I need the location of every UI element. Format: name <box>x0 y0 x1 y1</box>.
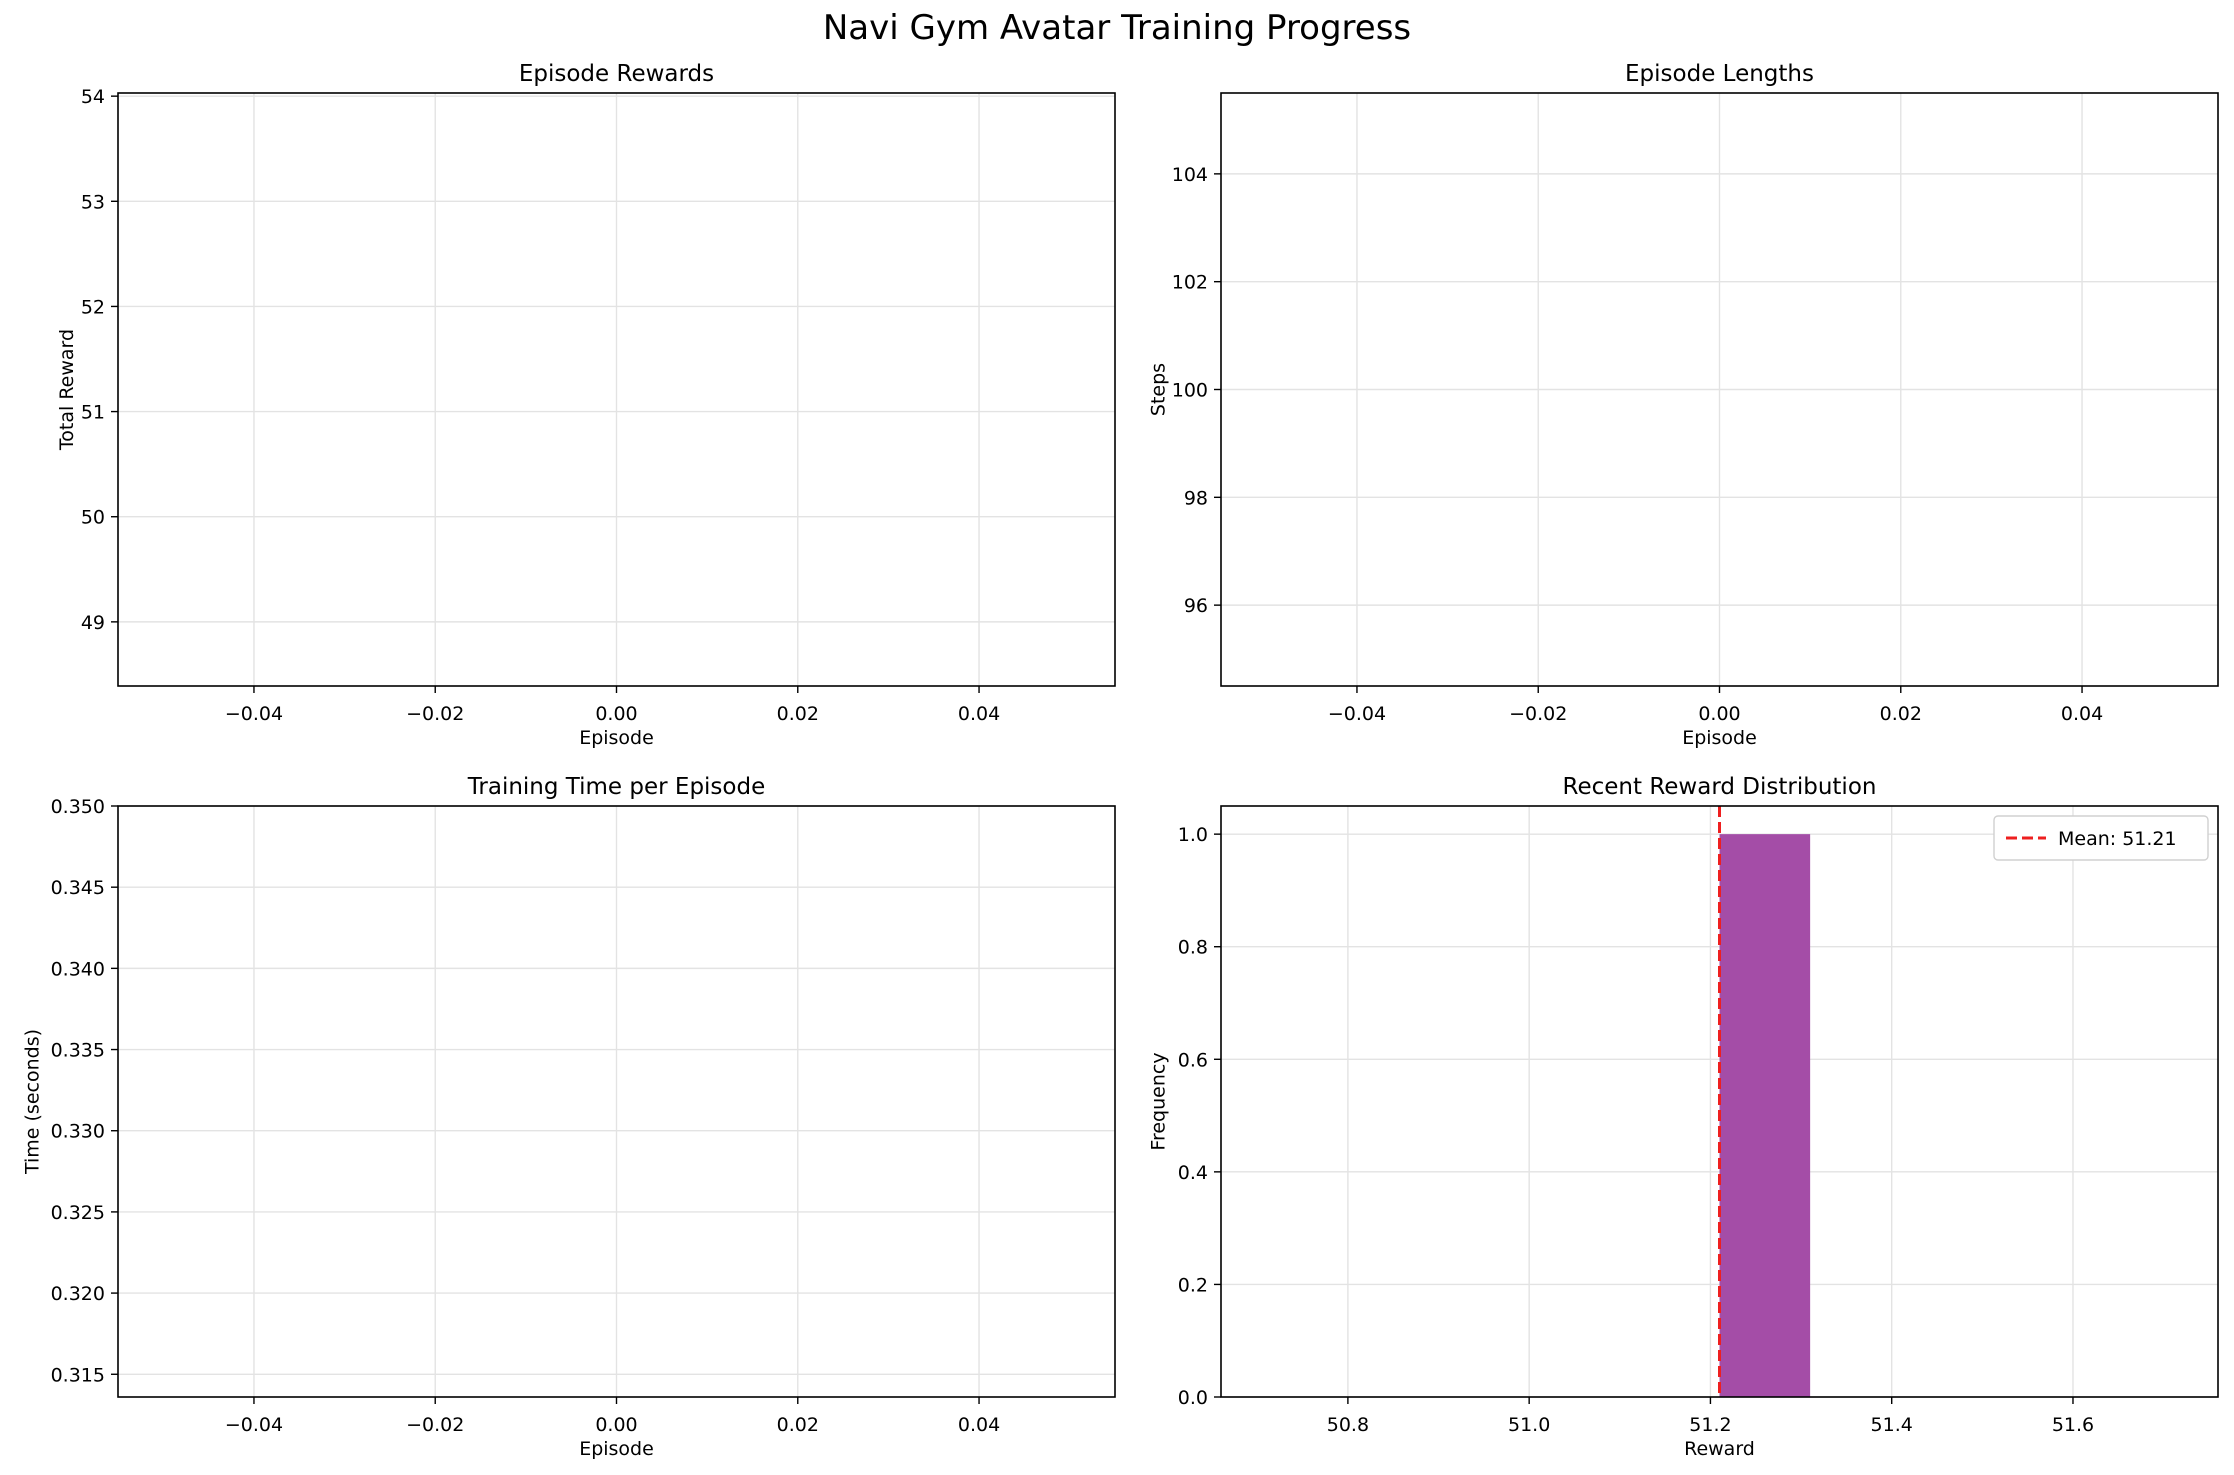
x-tick-label: −0.02 <box>406 1414 464 1436</box>
y-tick-label: 1.0 <box>1178 824 1208 846</box>
y-tick-label: 104 <box>1172 164 1208 186</box>
y-tick-label: 0.350 <box>51 796 105 818</box>
subplot-title: Episode Rewards <box>519 61 714 87</box>
y-tick-label: 49 <box>81 612 105 634</box>
x-tick-label: −0.02 <box>1509 703 1567 725</box>
subplot-title: Episode Lengths <box>1625 61 1814 87</box>
y-tick-label: 50 <box>81 507 105 529</box>
y-tick-label: 51 <box>81 402 105 424</box>
y-axis-label: Time (seconds) <box>22 1029 44 1175</box>
y-tick-label: 0.2 <box>1178 1274 1208 1296</box>
y-tick-label: 0.335 <box>51 1040 105 1062</box>
x-axis-label: Episode <box>579 727 654 749</box>
x-tick-label: 0.02 <box>1880 703 1922 725</box>
legend-label: Mean: 51.21 <box>2058 828 2177 850</box>
x-tick-label: 51.4 <box>1871 1414 1913 1436</box>
x-tick-label: 0.02 <box>777 703 819 725</box>
subplot-title: Recent Reward Distribution <box>1563 774 1877 800</box>
y-tick-label: 100 <box>1172 380 1208 402</box>
x-tick-label: 0.04 <box>958 1414 1000 1436</box>
x-tick-label: 51.2 <box>1689 1414 1731 1436</box>
y-tick-label: 98 <box>1184 487 1208 509</box>
y-tick-label: 102 <box>1172 272 1208 294</box>
subplot-title: Training Time per Episode <box>467 774 766 800</box>
y-tick-label: 54 <box>81 86 105 108</box>
x-tick-label: 51.0 <box>1508 1414 1550 1436</box>
y-tick-label: 96 <box>1184 595 1208 617</box>
x-tick-label: 0.00 <box>1698 703 1740 725</box>
legend-box <box>1993 815 2209 861</box>
y-tick-label: 0.315 <box>51 1364 105 1386</box>
x-tick-label: −0.04 <box>1328 703 1386 725</box>
x-tick-label: 0.04 <box>2061 703 2103 725</box>
x-tick-label: 0.04 <box>958 703 1000 725</box>
y-tick-label: 0.0 <box>1178 1387 1208 1409</box>
x-tick-label: −0.04 <box>225 1414 283 1436</box>
x-axis-label: Reward <box>1684 1438 1755 1460</box>
y-tick-label: 52 <box>81 296 105 318</box>
x-tick-label: −0.04 <box>225 703 283 725</box>
histogram-bar <box>1719 834 1811 1397</box>
y-axis-label: Frequency <box>1148 1052 1170 1150</box>
x-tick-label: 50.8 <box>1327 1414 1369 1436</box>
x-axis-label: Episode <box>579 1438 654 1460</box>
y-tick-label: 0.8 <box>1178 937 1208 959</box>
y-tick-label: 53 <box>81 191 105 213</box>
x-tick-label: 51.6 <box>2052 1414 2094 1436</box>
y-tick-label: 0.320 <box>51 1283 105 1305</box>
x-tick-label: 0.00 <box>595 703 637 725</box>
x-tick-label: −0.02 <box>406 703 464 725</box>
figure-title: Navi Gym Avatar Training Progress <box>822 8 1412 48</box>
y-axis-label: Steps <box>1148 363 1170 416</box>
x-tick-label: 0.02 <box>777 1414 819 1436</box>
x-axis-label: Episode <box>1682 727 1757 749</box>
y-tick-label: 0.4 <box>1178 1162 1208 1184</box>
y-tick-label: 0.345 <box>51 877 105 899</box>
y-tick-label: 0.340 <box>51 958 105 980</box>
x-tick-label: 0.00 <box>595 1414 637 1436</box>
y-axis-label: Total Reward <box>56 329 78 451</box>
y-tick-label: 0.330 <box>51 1121 105 1143</box>
y-tick-label: 0.325 <box>51 1202 105 1224</box>
y-tick-label: 0.6 <box>1178 1049 1208 1071</box>
axes-frame <box>1220 805 2219 1398</box>
